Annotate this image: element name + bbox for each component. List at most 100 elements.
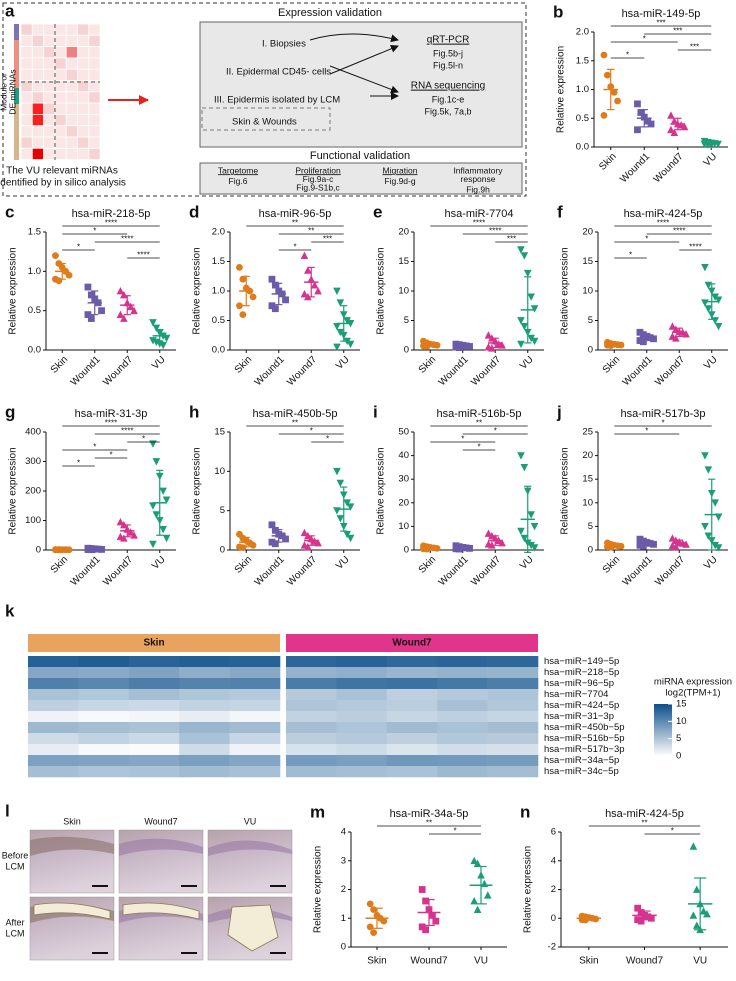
x-tick-label: Skin (49, 554, 71, 576)
heat-cell (487, 722, 539, 734)
heat-cell (229, 689, 281, 701)
heat-cell (128, 667, 180, 679)
heat-cell (386, 722, 438, 734)
significance-label: * (626, 51, 629, 60)
heat-cell (437, 722, 488, 734)
data-point (484, 891, 492, 899)
micrograph (207, 829, 293, 894)
data-point (314, 538, 322, 547)
heat-cell (386, 667, 438, 679)
panel-letter: n (520, 802, 530, 821)
mini-heat-cell (88, 125, 101, 138)
y-tick-label: 30 (398, 474, 409, 485)
data-point (300, 528, 309, 537)
data-point (343, 530, 351, 539)
row-label: LCM (5, 928, 24, 938)
x-tick-label: Wound1 (621, 354, 655, 388)
data-point (711, 541, 719, 550)
data-point (162, 534, 171, 543)
heat-cell (179, 711, 230, 723)
y-tick-label: 15 (582, 256, 593, 267)
heat-cell (286, 700, 337, 712)
heat-cell (286, 766, 337, 778)
heat-cell (128, 755, 180, 767)
heat-cell (128, 711, 180, 723)
data-point (366, 900, 374, 908)
row-label: hsa−miR−96−5p (544, 678, 614, 689)
y-tick-label: 1.0 (212, 286, 225, 297)
significance-label: * (661, 419, 664, 428)
y-tick-label: 100 (25, 515, 41, 526)
tissue-layer (30, 836, 114, 856)
significance-label: * (643, 35, 646, 44)
panel-letter: j (556, 402, 562, 421)
heat-cell (78, 656, 130, 668)
x-tick-label: VU (150, 354, 168, 372)
heat-cell (28, 766, 79, 778)
x-tick-label: Wound7 (469, 354, 503, 388)
heat-cell (386, 766, 438, 778)
data-point (310, 281, 319, 289)
x-tick-label: Skin (417, 354, 439, 376)
chart-title: hsa-miR-149-5p (622, 8, 701, 20)
data-point (152, 324, 161, 332)
y-axis-label: Relative expression (8, 247, 19, 334)
mini-heat-cell (88, 114, 101, 127)
mini-heat-cell (88, 46, 101, 59)
y-tick-label: 0 (588, 345, 593, 356)
x-tick-label: Wound1 (437, 354, 471, 388)
data-point (120, 290, 128, 299)
column-label: Wound7 (144, 816, 177, 826)
data-point (498, 538, 506, 547)
y-tick-label: 0.5 (212, 315, 225, 326)
x-tick-label: VU (518, 354, 536, 372)
heat-cell (229, 711, 281, 723)
panel-letter: g (5, 402, 15, 421)
mini-heat-cell (31, 23, 44, 36)
data-point (650, 540, 657, 548)
data-point (120, 534, 128, 542)
mini-heat-cell (43, 23, 56, 36)
x-tick-label: Wound7 (653, 554, 687, 588)
mini-heat-cell (88, 147, 101, 161)
data-point (422, 897, 429, 905)
colorbar (654, 704, 672, 756)
mini-heat-cell (54, 23, 67, 36)
mini-heat-cell (54, 91, 67, 104)
y-axis-label: Relative expression (523, 846, 534, 933)
heat-cell (386, 733, 438, 745)
heat-cell (336, 689, 388, 701)
significance-label: **** (489, 227, 501, 236)
significance-label: * (293, 243, 296, 252)
data-point (667, 111, 675, 119)
mini-heat-cell (31, 102, 44, 115)
data-point (314, 287, 322, 295)
y-tick-label: 5 (404, 315, 409, 326)
figure-ref: Fig.5b-j (433, 48, 463, 58)
mini-heat-cell (20, 23, 33, 36)
data-point (603, 71, 611, 79)
colorbar-tick-label: 0 (676, 751, 681, 762)
data-point (149, 319, 157, 327)
heat-cell (229, 744, 281, 756)
y-tick-label: 0 (404, 345, 409, 356)
caption: identified by in silico analysis (0, 178, 126, 189)
data-point (346, 534, 355, 543)
y-tick-label: 5 (588, 521, 593, 532)
mini-heat-cell (65, 34, 78, 47)
mini-heat-cell (20, 91, 33, 104)
heat-cell (78, 711, 130, 723)
data-point (282, 296, 289, 304)
y-tick-label: 3 (341, 855, 346, 866)
heat-cell (437, 755, 488, 767)
y-tick-label: 0 (404, 545, 409, 556)
mini-heat-cell (43, 102, 56, 115)
mini-heat-cell (43, 91, 56, 104)
data-point (55, 277, 63, 285)
source: I. Biopsies (262, 39, 306, 50)
data-point (617, 542, 625, 550)
data-point (530, 523, 539, 531)
y-tick-label: 0 (341, 942, 346, 953)
data-point (704, 305, 713, 313)
heat-cell (28, 744, 79, 756)
